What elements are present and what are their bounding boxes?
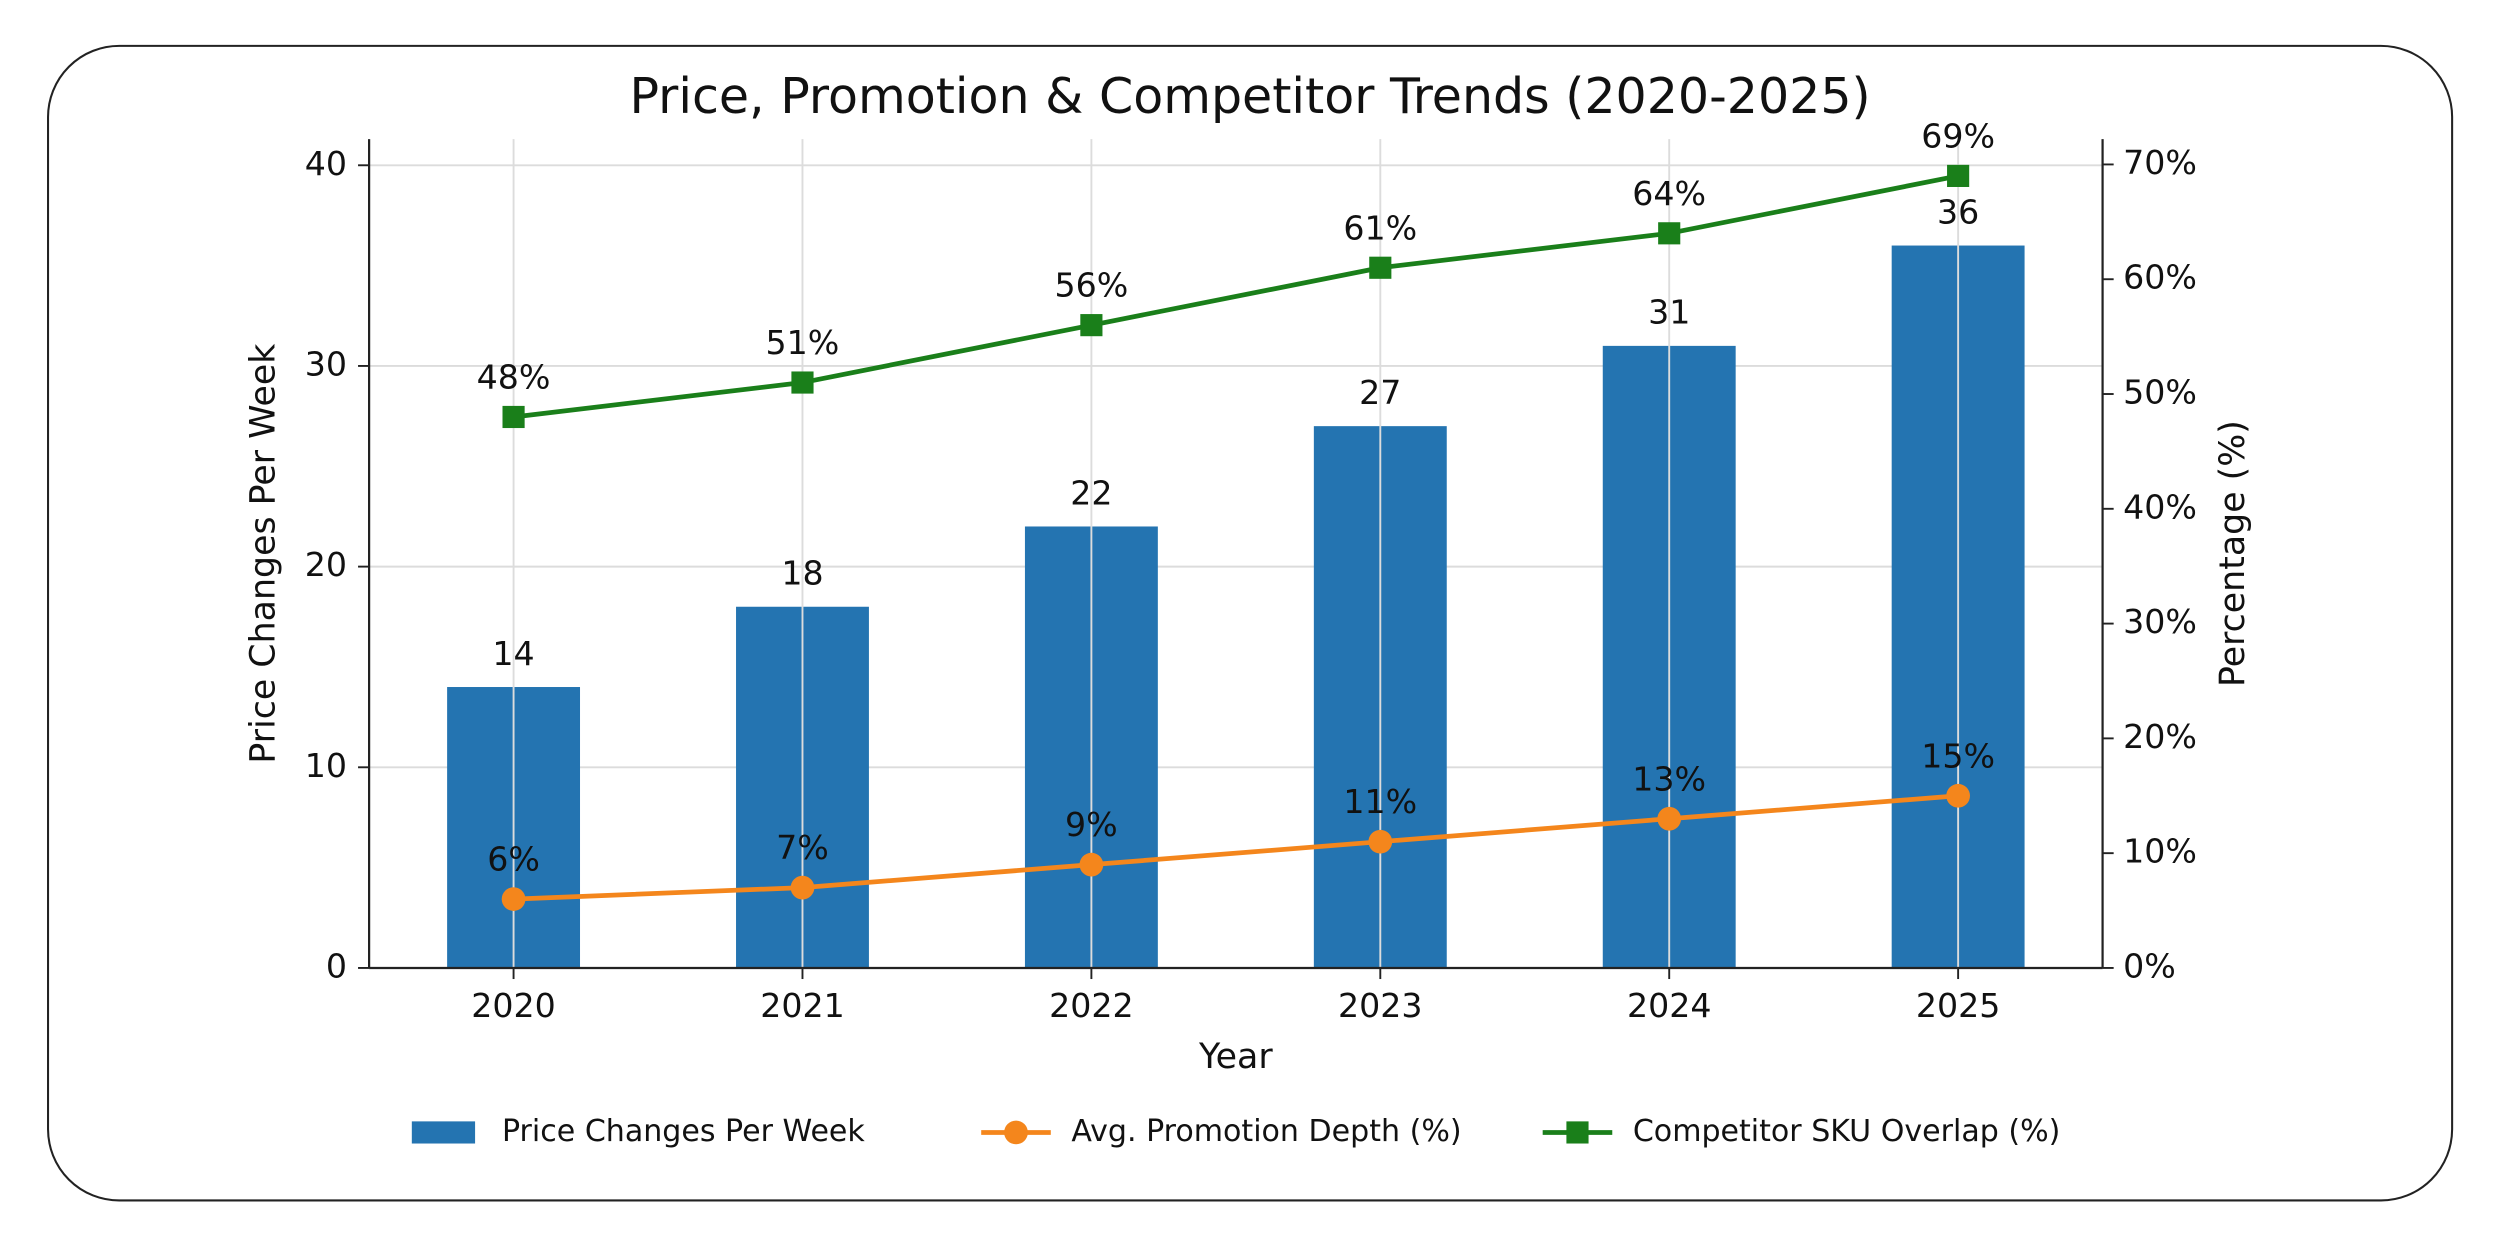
line-value-label: 9% (1065, 805, 1118, 844)
line-value-label: 56% (1054, 266, 1128, 305)
x-tick-label: 2025 (1916, 986, 2000, 1025)
y2-tick-label: 0% (2123, 946, 2176, 985)
line-marker (1946, 783, 1970, 808)
y-tick-label: 20 (305, 545, 347, 584)
line-marker (790, 875, 815, 900)
legend-swatch (411, 1121, 476, 1144)
line-marker (502, 405, 525, 429)
y2-tick-label: 20% (2123, 717, 2197, 756)
y2-tick-label: 70% (2123, 143, 2197, 182)
frame (47, 44, 2454, 1202)
line-value-label: 64% (1632, 174, 1706, 213)
line-value-label: 61% (1343, 208, 1417, 247)
chart-title: Price, Promotion & Competitor Trends (20… (629, 67, 1870, 125)
legend-label: Competitor SKU Overlap (%) (1633, 1114, 2061, 1149)
y-axis-label: Price Changes Per Week (244, 343, 284, 764)
y2-tick-label: 50% (2123, 373, 2197, 412)
legend-label: Price Changes Per Week (502, 1114, 865, 1149)
legend-label: Avg. Promotion Depth (%) (1071, 1114, 1461, 1149)
y-tick-label: 40 (305, 144, 347, 183)
legend-marker (1566, 1121, 1589, 1144)
x-tick-label: 2023 (1338, 986, 1423, 1025)
line-marker (1657, 806, 1682, 831)
y-tick-label: 30 (305, 344, 347, 383)
line-marker (501, 887, 526, 911)
y-tick-label: 0 (326, 946, 347, 985)
bar-value-label: 18 (781, 554, 823, 593)
x-axis-label: Year (1198, 1037, 1273, 1077)
line-value-label: 48% (477, 358, 551, 397)
y2-axis-label: Percentage (%) (2213, 420, 2253, 687)
bar-value-label: 36 (1937, 192, 1979, 231)
x-tick-label: 2020 (471, 986, 556, 1025)
y-tick-label: 10 (305, 746, 347, 785)
bar-value-label: 31 (1648, 293, 1690, 332)
line-marker (791, 371, 814, 394)
line-value-label: 51% (766, 323, 840, 362)
legend-marker (1004, 1120, 1028, 1145)
line-value-label: 11% (1343, 782, 1417, 821)
x-tick-label: 2021 (760, 986, 845, 1025)
line-marker (1368, 829, 1393, 854)
line-value-label: 69% (1921, 116, 1995, 155)
line-marker (1947, 164, 1970, 187)
line-marker (1658, 222, 1681, 245)
bar-value-label: 27 (1359, 373, 1401, 412)
x-tick-label: 2024 (1627, 986, 1712, 1025)
line-value-label: 6% (487, 840, 540, 879)
y2-tick-label: 30% (2123, 602, 2197, 641)
line-value-label: 15% (1921, 736, 1995, 775)
line-series (513, 173, 1959, 420)
line-marker (1080, 314, 1103, 337)
bar-value-label: 14 (492, 634, 534, 673)
line-value-label: 13% (1632, 759, 1706, 798)
line-value-label: 7% (776, 828, 829, 867)
bar-value-label: 22 (1070, 473, 1112, 512)
y2-tick-label: 40% (2123, 487, 2197, 526)
line-series (513, 793, 1959, 902)
y2-tick-label: 60% (2123, 258, 2197, 297)
line-marker (1369, 256, 1392, 279)
line-marker (1079, 852, 1104, 877)
y2-tick-label: 10% (2123, 832, 2197, 871)
x-tick-label: 2022 (1049, 986, 1134, 1025)
